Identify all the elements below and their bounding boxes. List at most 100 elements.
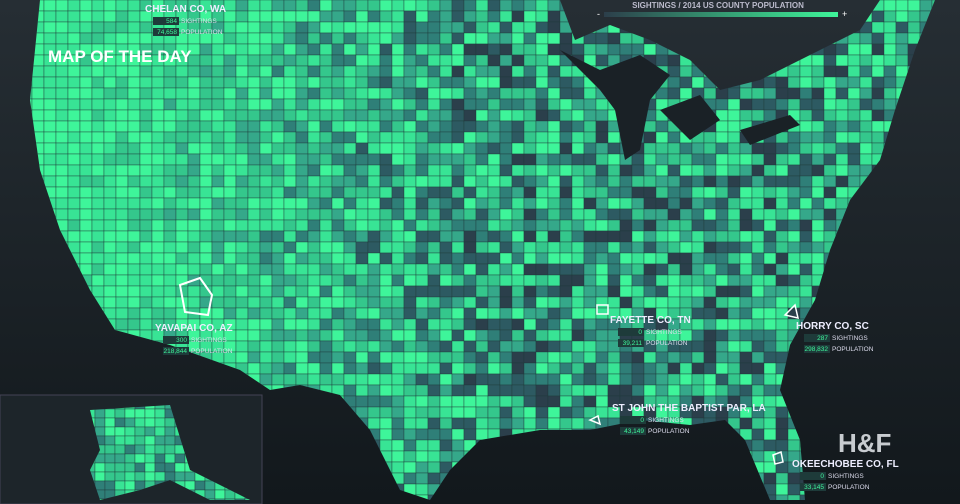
county xyxy=(187,153,201,166)
county xyxy=(427,417,441,430)
county xyxy=(583,406,597,419)
county xyxy=(343,76,357,89)
county xyxy=(523,54,537,67)
county xyxy=(103,10,117,23)
county xyxy=(763,263,777,276)
county xyxy=(475,318,489,331)
county xyxy=(247,197,261,210)
county xyxy=(451,197,465,210)
county xyxy=(751,362,765,375)
county xyxy=(763,351,777,364)
county xyxy=(127,131,141,144)
county xyxy=(67,197,81,210)
county xyxy=(175,219,189,232)
county xyxy=(511,307,525,320)
county xyxy=(427,65,441,78)
county xyxy=(511,351,525,364)
county xyxy=(535,362,549,375)
county xyxy=(907,0,921,12)
county xyxy=(559,318,573,331)
county xyxy=(463,318,477,331)
county xyxy=(79,87,93,100)
county xyxy=(463,362,477,375)
county xyxy=(103,76,117,89)
county xyxy=(115,109,129,122)
county xyxy=(271,164,285,177)
county xyxy=(631,351,645,364)
county xyxy=(43,32,57,45)
count-box xyxy=(163,347,189,355)
county xyxy=(463,197,477,210)
county xyxy=(619,296,633,309)
county xyxy=(487,373,501,386)
county xyxy=(127,263,141,276)
county xyxy=(559,252,573,265)
county xyxy=(331,54,345,67)
county xyxy=(475,10,489,23)
county xyxy=(775,483,789,496)
county xyxy=(511,417,525,430)
county xyxy=(391,197,405,210)
legend-title: SIGHTINGS / 2014 US COUNTY POPULATION xyxy=(632,1,804,10)
county xyxy=(163,109,177,122)
county xyxy=(367,21,381,34)
county xyxy=(367,131,381,144)
county xyxy=(94,480,106,491)
county xyxy=(631,296,645,309)
county xyxy=(595,98,609,111)
county xyxy=(235,65,249,78)
county xyxy=(259,186,273,199)
county xyxy=(211,54,225,67)
county xyxy=(175,131,189,144)
county xyxy=(523,32,537,45)
county xyxy=(103,219,117,232)
county xyxy=(547,208,561,221)
county xyxy=(144,426,156,437)
county xyxy=(223,296,237,309)
county xyxy=(367,0,381,12)
county xyxy=(475,395,489,408)
county xyxy=(151,164,165,177)
county xyxy=(163,252,177,265)
county xyxy=(67,208,81,221)
county xyxy=(583,241,597,254)
county xyxy=(499,208,513,221)
county xyxy=(571,318,585,331)
county xyxy=(595,219,609,232)
county xyxy=(823,54,837,67)
county xyxy=(427,230,441,243)
county xyxy=(547,175,561,188)
county xyxy=(427,153,441,166)
count-box xyxy=(618,328,644,336)
county xyxy=(823,208,837,221)
county xyxy=(811,109,825,122)
county xyxy=(475,43,489,56)
county xyxy=(91,32,105,45)
county xyxy=(739,87,753,100)
county xyxy=(823,153,837,166)
county xyxy=(247,21,261,34)
county xyxy=(43,21,57,34)
county xyxy=(823,175,837,188)
county xyxy=(91,197,105,210)
count: 39,211 xyxy=(623,340,643,347)
county xyxy=(91,76,105,89)
county xyxy=(487,186,501,199)
county xyxy=(763,241,777,254)
county xyxy=(94,426,106,437)
county xyxy=(439,10,453,23)
county xyxy=(247,351,261,364)
county xyxy=(859,87,873,100)
county xyxy=(91,263,105,276)
county xyxy=(523,208,537,221)
county xyxy=(139,285,153,298)
county xyxy=(391,186,405,199)
county xyxy=(667,263,681,276)
county xyxy=(655,384,669,397)
county xyxy=(391,351,405,364)
county xyxy=(259,98,273,111)
county xyxy=(727,186,741,199)
county xyxy=(115,241,129,254)
county xyxy=(174,471,186,482)
county xyxy=(134,444,146,455)
